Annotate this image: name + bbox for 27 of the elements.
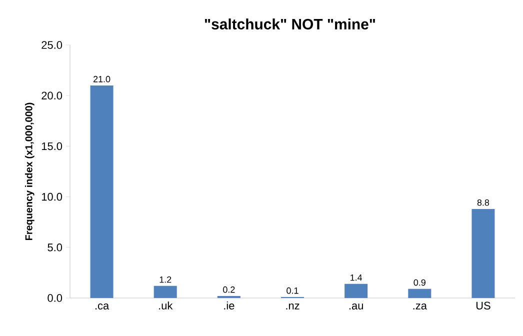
x-tick-label: .za: [413, 304, 427, 310]
y-tick-label: 5.0: [48, 244, 62, 252]
x-tick-label: .ca: [95, 304, 110, 310]
y-tick-label: 20.0: [42, 92, 62, 100]
x-tick-label: .au: [349, 304, 363, 310]
bar: [408, 288, 432, 298]
data-label: 0.1: [286, 287, 298, 294]
y-tick-label: 0.0: [48, 294, 62, 302]
data-label: 21.0: [94, 76, 110, 82]
x-tick-label: .ie: [224, 301, 234, 310]
data-label: 1.2: [160, 276, 172, 283]
chart-title: "saltchuck" NOT "mine": [204, 18, 375, 30]
y-axis-title: Frequency index (x1,000,000): [25, 102, 34, 240]
x-tick-label: .uk: [159, 301, 173, 310]
data-label: 0.9: [414, 279, 426, 286]
bar: [154, 286, 177, 298]
x-tick-label: .nz: [286, 304, 300, 310]
data-label: 8.8: [477, 199, 490, 206]
y-tick-label: 15.0: [42, 142, 62, 150]
bar: [472, 208, 495, 298]
data-label: 1.4: [350, 274, 362, 281]
x-tick-label: US: [476, 302, 490, 310]
y-tick-label: 25.0: [42, 41, 62, 49]
y-tick-label: 10.0: [42, 192, 62, 201]
data-label: 0.2: [223, 286, 235, 293]
bar: [90, 85, 114, 298]
bar: [344, 284, 368, 298]
